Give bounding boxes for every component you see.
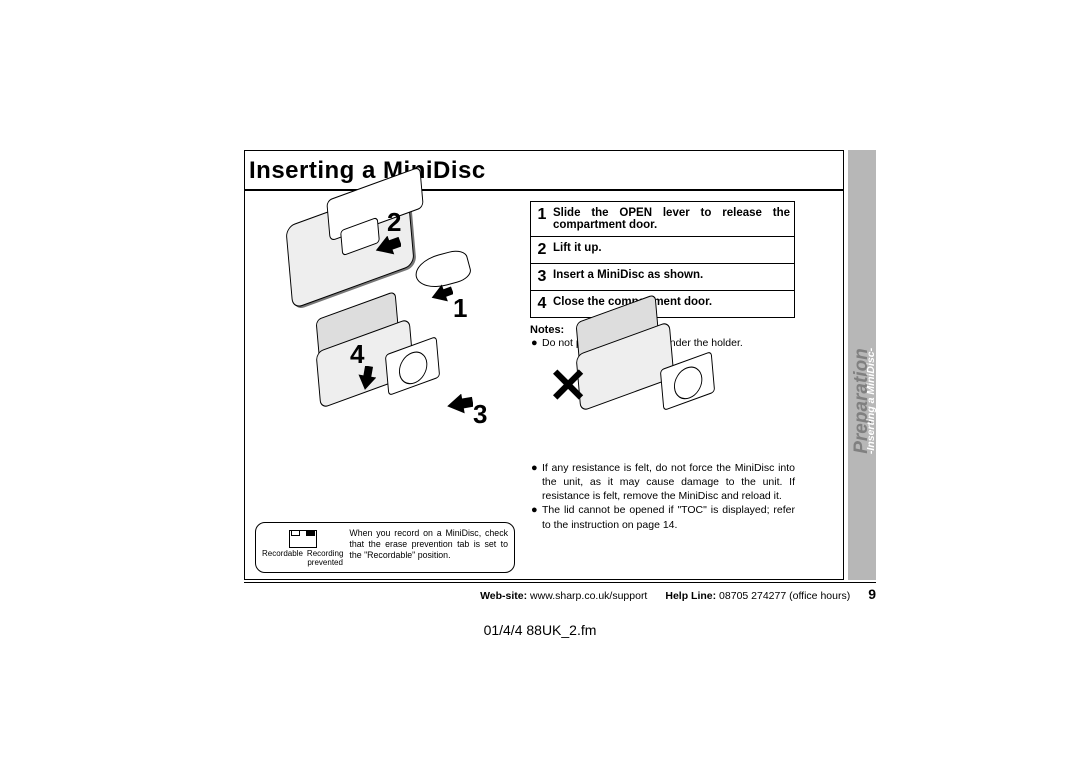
tab-prevented-label: Recording prevented — [307, 550, 343, 568]
step-number: 2 — [531, 237, 553, 263]
arrow-icon — [375, 236, 401, 256]
step-row: 3 Insert a MiniDisc as shown. — [531, 264, 794, 291]
file-mark: 01/4/4 88UK_2.fm — [0, 622, 1080, 638]
illustration-wrong — [575, 339, 675, 394]
title-bar: Inserting a MiniDisc — [245, 151, 843, 191]
tip-text: When you record on a MiniDisc, check tha… — [349, 528, 508, 561]
right-column: 1 Slide the OPEN lever to release the co… — [530, 201, 795, 573]
step-text: Lift it up. — [553, 237, 794, 263]
arrow-icon — [431, 283, 453, 305]
page-number: 9 — [868, 586, 876, 602]
steps-table: 1 Slide the OPEN lever to release the co… — [530, 201, 795, 318]
section-tab: Preparation -Inserting a MiniDisc- — [848, 150, 876, 580]
step-number: 4 — [531, 291, 553, 317]
helpline-value: 08705 274277 (office hours) — [719, 590, 850, 602]
step-row: 2 Lift it up. — [531, 237, 794, 264]
arrow-icon — [447, 394, 473, 414]
helpline-info: Help Line: 08705 274277 (office hours) — [665, 590, 850, 602]
page-footer: Web-site: www.sharp.co.uk/support Help L… — [244, 582, 876, 602]
step-number: 1 — [531, 202, 553, 236]
cross-icon: ✕ — [548, 363, 588, 411]
bullet-icon: ● — [530, 336, 542, 351]
bullet-icon: ● — [530, 461, 542, 504]
step-row: 4 Close the compartment door. — [531, 291, 794, 318]
tip-box: Recordable Recording prevented When you … — [255, 522, 515, 573]
step-number: 3 — [531, 264, 553, 290]
page-title: Inserting a MiniDisc — [249, 157, 486, 184]
step-text: Slide the OPEN lever to release the comp… — [553, 202, 794, 236]
note-item: ●The lid cannot be opened if "TOC" is di… — [530, 503, 795, 531]
notes-list: ●If any resistance is felt, do not force… — [530, 461, 795, 532]
website-info: Web-site: www.sharp.co.uk/support — [480, 590, 647, 602]
callout-3: 3 — [473, 399, 487, 430]
callout-2: 2 — [387, 207, 401, 238]
manual-page: Inserting a MiniDisc 2 1 — [244, 150, 844, 580]
arrow-icon — [358, 366, 376, 390]
step-row: 1 Slide the OPEN lever to release the co… — [531, 202, 794, 237]
subsection-name: -Inserting a MiniDisc- — [865, 348, 877, 454]
website-value: www.sharp.co.uk/support — [530, 590, 647, 602]
left-column: 2 1 4 3 — [255, 201, 520, 573]
content-area: 2 1 4 3 — [245, 191, 843, 579]
step-text: Close the compartment door. — [553, 291, 794, 317]
step-text: Insert a MiniDisc as shown. — [553, 264, 794, 290]
helpline-label: Help Line: — [665, 590, 716, 602]
callout-1: 1 — [453, 293, 467, 324]
tab-recordable-label: Recordable — [262, 550, 303, 568]
note-item: ●If any resistance is felt, do not force… — [530, 461, 795, 504]
website-label: Web-site: — [480, 590, 527, 602]
bullet-icon: ● — [530, 503, 542, 531]
tab-diagram: Recordable Recording prevented — [262, 528, 343, 568]
